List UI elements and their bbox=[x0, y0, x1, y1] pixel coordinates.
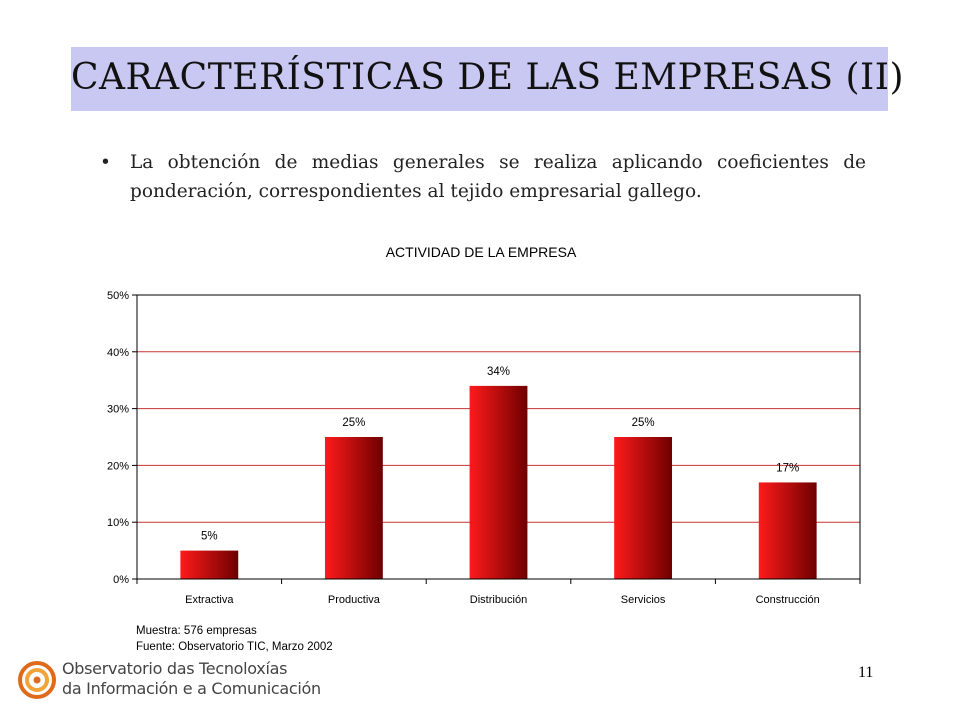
bar bbox=[180, 550, 239, 579]
x-tick-label: Servicios bbox=[621, 594, 666, 606]
x-tick-label: Distribución bbox=[470, 594, 527, 606]
x-tick-label: Productiva bbox=[328, 594, 381, 606]
x-tick-label: Construcción bbox=[756, 594, 820, 606]
y-tick-label: 20% bbox=[107, 460, 129, 472]
page-number: 11 bbox=[858, 664, 874, 681]
logo-spiral-icon bbox=[18, 661, 56, 699]
observatorio-logo: Observatorio das Tecnoloxías da Informac… bbox=[18, 656, 321, 706]
bar bbox=[324, 437, 383, 579]
bullet-paragraph: • La obtención de medias generales se re… bbox=[100, 148, 866, 206]
y-tick-label: 30% bbox=[107, 404, 129, 416]
chart-title: ACTIVIDAD DE LA EMPRESA bbox=[386, 244, 577, 260]
y-tick-label: 50% bbox=[107, 290, 129, 302]
source-note: Fuente: Observatorio TIC, Marzo 2002 bbox=[136, 641, 333, 653]
data-label: 5% bbox=[201, 531, 218, 543]
logo-line-1: Observatorio das Tecnoloxías bbox=[62, 659, 288, 678]
sample-note: Muestra: 576 empresas bbox=[136, 625, 257, 637]
y-tick-label: 10% bbox=[107, 517, 129, 529]
data-label: 25% bbox=[632, 417, 655, 429]
bar bbox=[614, 437, 673, 579]
title-banner: CARACTERÍSTICAS DE LAS EMPRESAS (II) bbox=[71, 47, 904, 111]
bullet-text: La obtención de medias generales se real… bbox=[130, 152, 866, 202]
bullet-marker: • bbox=[100, 152, 111, 173]
y-tick-label: 0% bbox=[113, 574, 129, 586]
x-tick-label: Extractiva bbox=[185, 594, 234, 606]
y-tick-label: 40% bbox=[107, 347, 129, 359]
bar bbox=[469, 385, 528, 579]
plot-frame bbox=[136, 294, 861, 580]
logo-line-2: da Información e a Comunicación bbox=[62, 679, 321, 698]
bar bbox=[758, 482, 817, 579]
data-label: 17% bbox=[776, 462, 799, 474]
data-label: 25% bbox=[342, 417, 365, 429]
logo-text: Observatorio das Tecnoloxías da Informac… bbox=[62, 659, 321, 699]
data-label: 34% bbox=[487, 366, 510, 378]
slide-title: CARACTERÍSTICAS DE LAS EMPRESAS (II) bbox=[71, 57, 904, 98]
chart-notes: Muestra: 576 empresas Fuente: Observator… bbox=[136, 623, 333, 655]
